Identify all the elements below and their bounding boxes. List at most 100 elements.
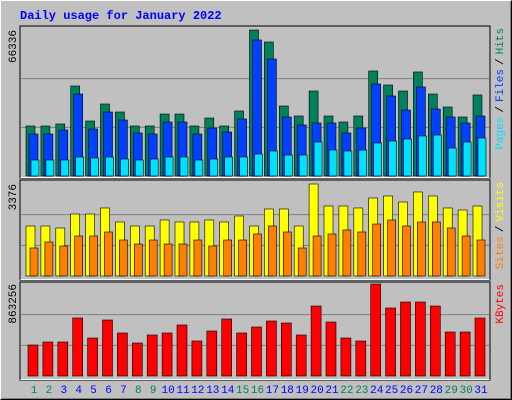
- bar: [268, 225, 277, 277]
- legend-separator: /: [495, 226, 507, 233]
- legend: Pages / Files / Hits: [495, 28, 507, 150]
- bar: [134, 243, 143, 277]
- bar: [44, 241, 54, 277]
- x-tick-label: 23: [355, 385, 368, 397]
- bar: [328, 149, 338, 177]
- bar: [59, 245, 69, 277]
- bar: [90, 157, 99, 177]
- x-tick-label: 8: [135, 385, 142, 397]
- x-tick-label: 2: [46, 385, 53, 397]
- x-tick-label: 9: [150, 385, 157, 397]
- bar: [387, 219, 396, 277]
- x-tick-label: 1: [31, 385, 38, 397]
- bar: [87, 337, 98, 377]
- legend-entry: Visits: [495, 182, 507, 222]
- bar: [105, 156, 114, 177]
- bar: [176, 324, 188, 377]
- bar: [163, 243, 173, 277]
- bar: [385, 307, 396, 377]
- bar: [60, 159, 70, 177]
- bar: [221, 318, 232, 377]
- bar: [135, 159, 144, 177]
- bar: [340, 337, 352, 377]
- bar: [403, 138, 412, 177]
- bar: [266, 320, 277, 377]
- bar: [223, 239, 232, 277]
- bar: [327, 233, 337, 277]
- legend-entry: Hits: [495, 28, 507, 54]
- bar: [251, 326, 262, 377]
- bar: [462, 141, 472, 177]
- legend-separator: /: [495, 58, 507, 65]
- bar: [206, 330, 218, 377]
- bar: [132, 342, 143, 377]
- bar: [224, 156, 233, 177]
- bar: [459, 331, 471, 377]
- bar: [295, 334, 307, 377]
- bar: [72, 317, 83, 377]
- bar: [191, 340, 203, 377]
- bar: [269, 150, 278, 177]
- bar: [119, 239, 128, 277]
- x-tick-label: 28: [430, 385, 443, 397]
- bar: [388, 140, 397, 177]
- bar: [313, 141, 323, 177]
- x-tick-label: 11: [176, 385, 190, 397]
- x-tick-label: 24: [370, 385, 384, 397]
- x-tick-label: 17: [266, 385, 279, 397]
- bar: [238, 239, 247, 277]
- bar: [209, 158, 219, 177]
- legend-entry: Files: [495, 69, 507, 102]
- bar: [178, 243, 188, 277]
- x-tick-label: 27: [415, 385, 428, 397]
- bar: [342, 229, 352, 277]
- x-tick-label: 13: [206, 385, 219, 397]
- bar: [370, 283, 382, 377]
- x-tick-label: 26: [400, 385, 413, 397]
- bar: [104, 231, 113, 277]
- legend-entry: Sites: [495, 236, 507, 269]
- x-tick-label: 18: [281, 385, 294, 397]
- x-tick-label: 15: [236, 385, 249, 397]
- bar: [461, 235, 471, 277]
- x-tick-label: 21: [325, 385, 339, 397]
- bar: [42, 341, 54, 377]
- bar: [149, 158, 159, 177]
- bar: [312, 235, 322, 277]
- bar: [357, 231, 367, 277]
- y-tick-label: 863256: [8, 284, 20, 324]
- x-tick-label: 5: [90, 385, 97, 397]
- legend: Sites / Visits: [495, 182, 507, 269]
- bar: [444, 331, 456, 377]
- bar: [45, 159, 55, 177]
- x-tick-label: 22: [340, 385, 353, 397]
- bar: [415, 301, 426, 377]
- bar: [57, 341, 69, 377]
- x-tick-label: 6: [105, 385, 112, 397]
- bar: [193, 239, 203, 277]
- x-tick-label: 3: [60, 385, 67, 397]
- bar: [280, 322, 292, 377]
- legend-entry: Pages: [495, 117, 507, 150]
- bar: [194, 159, 204, 177]
- bar: [358, 149, 368, 177]
- bar: [117, 332, 128, 377]
- bar: [29, 247, 39, 277]
- bar: [418, 135, 427, 177]
- bar: [208, 245, 218, 277]
- bar: [476, 239, 486, 277]
- bar: [89, 235, 98, 277]
- bar: [431, 221, 441, 277]
- bar: [447, 147, 457, 177]
- x-tick-label: 31: [474, 385, 488, 397]
- bar: [254, 153, 263, 177]
- bar: [161, 332, 173, 377]
- legend-entry: KBytes: [495, 284, 507, 324]
- bar: [27, 344, 39, 377]
- legend-separator: /: [495, 106, 507, 113]
- bar: [102, 319, 113, 377]
- bar: [429, 305, 441, 377]
- bar: [402, 225, 411, 277]
